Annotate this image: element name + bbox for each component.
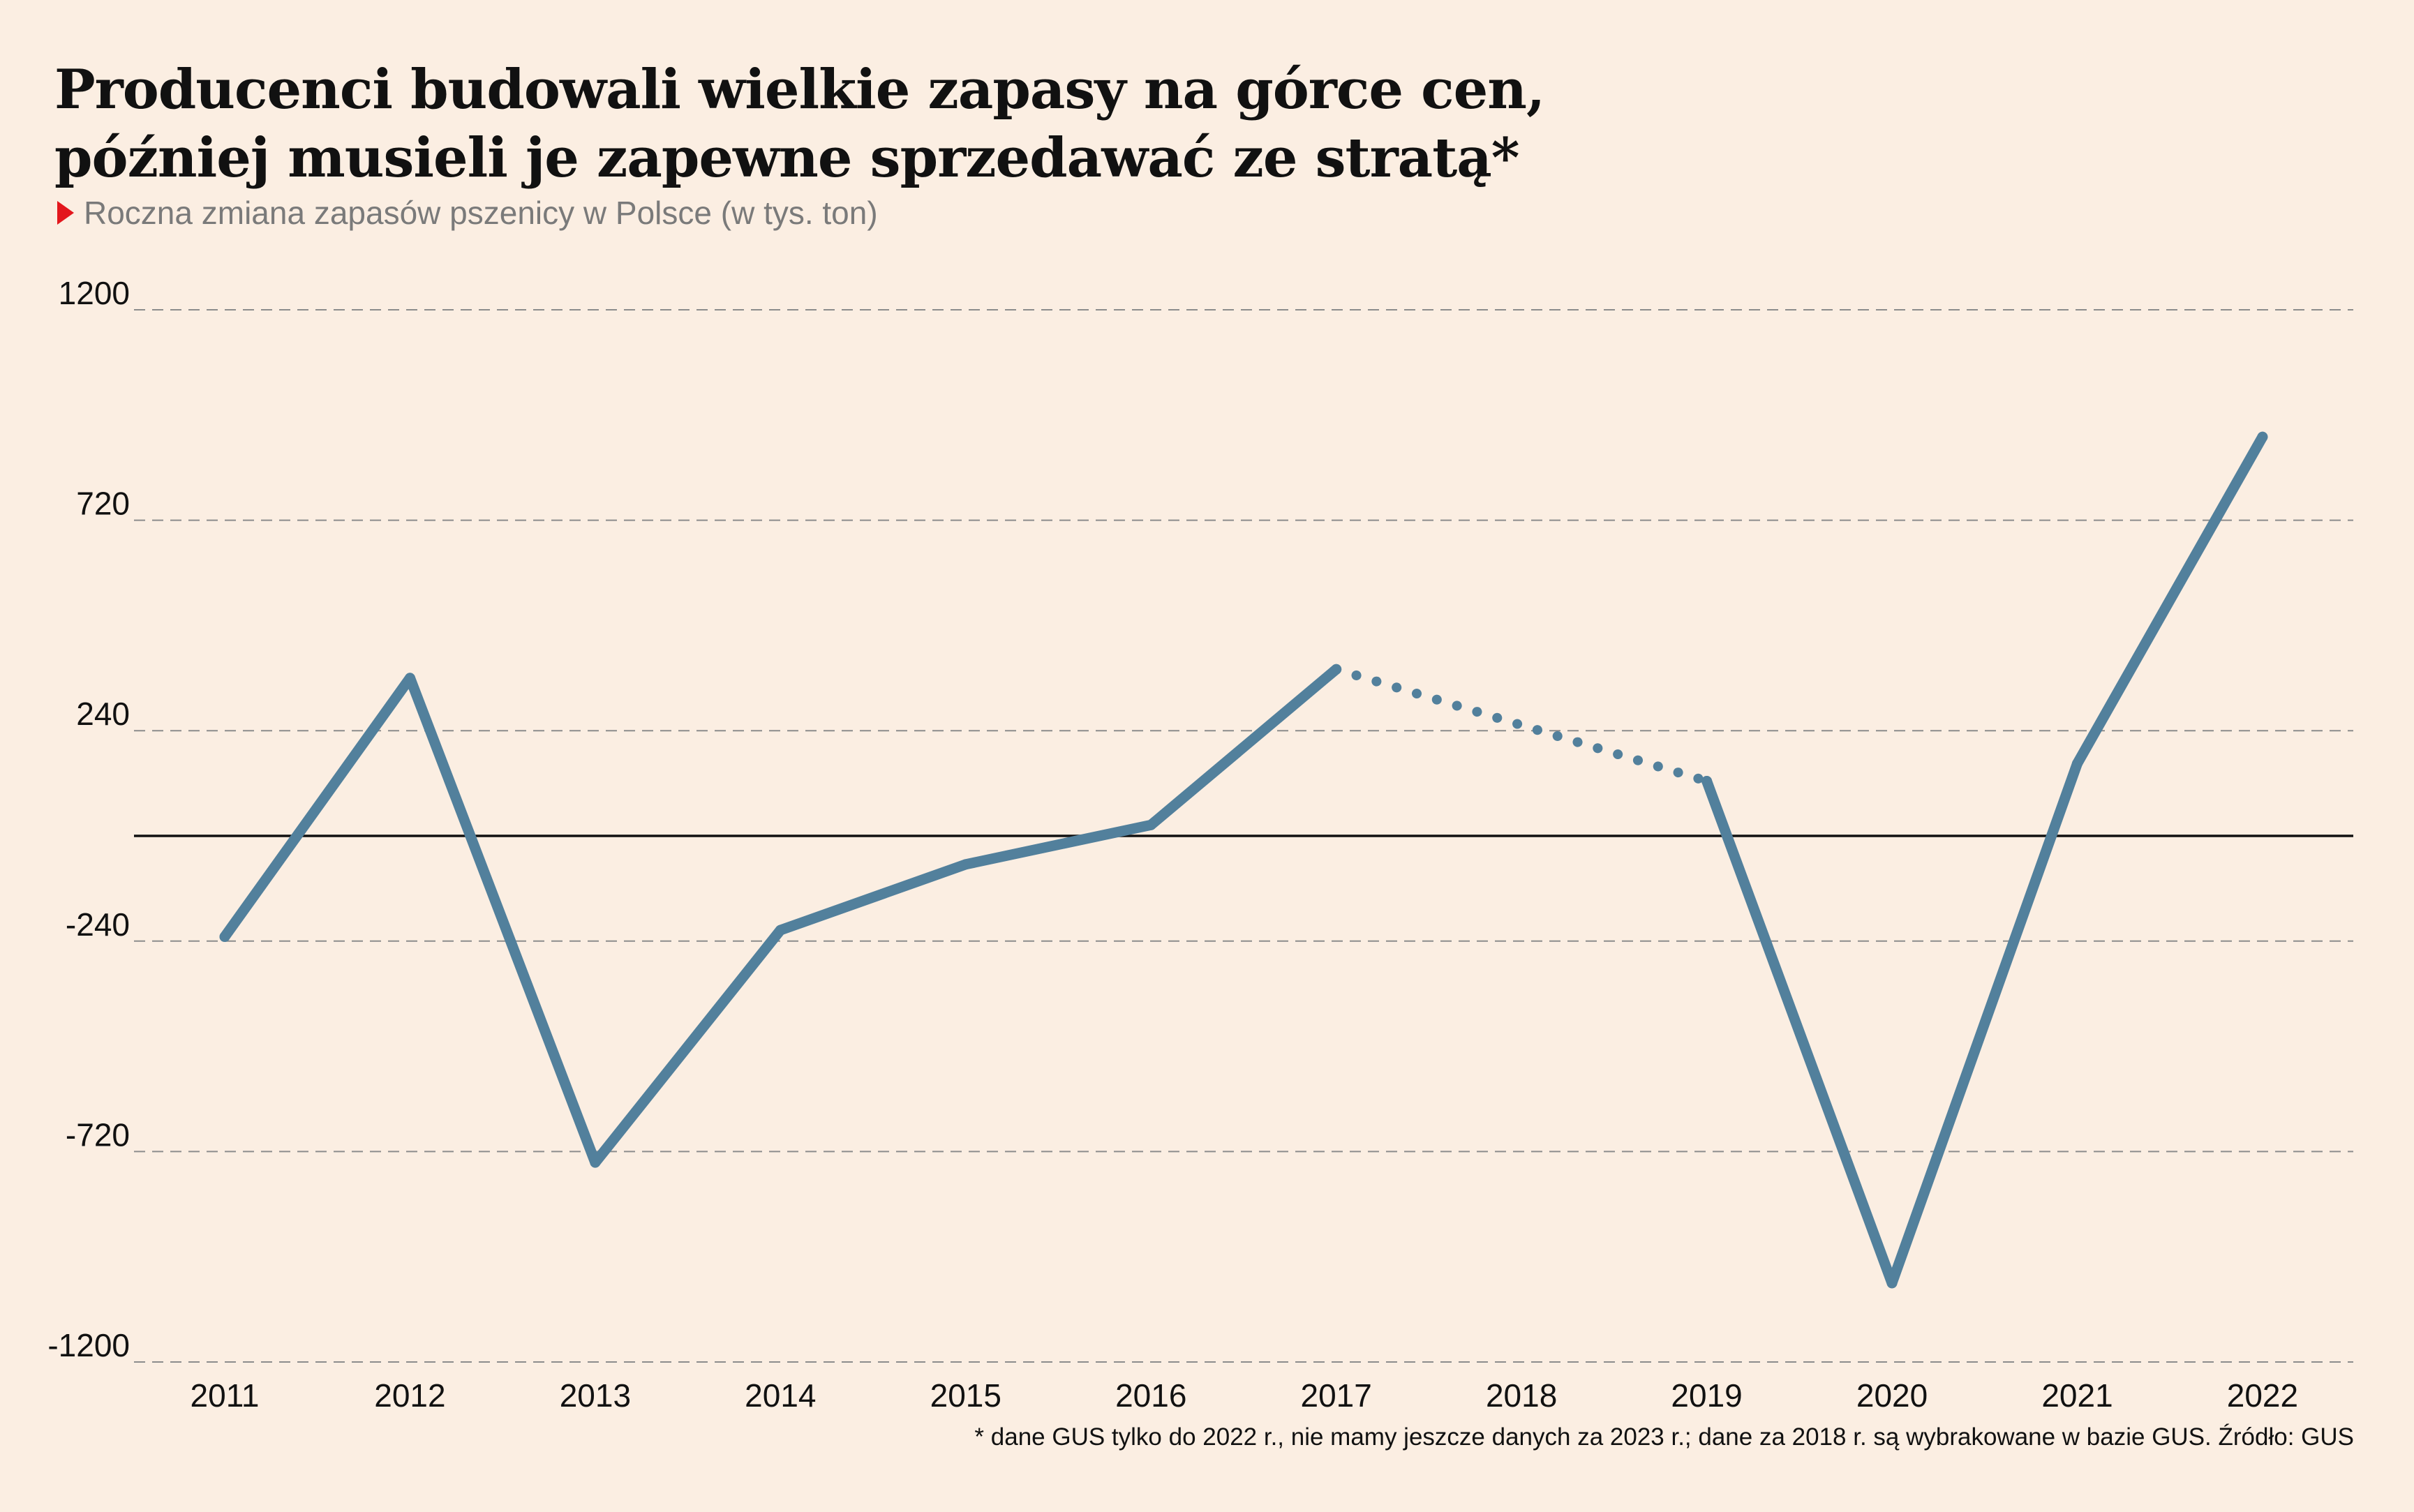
data-point-2012: [404, 673, 415, 684]
x-axis-tick-labels: 2011 2012 2013 2014 2015 2016 2017 2018 2019 2020…: [191, 1377, 2299, 1414]
series-line-solid: [1701, 431, 2268, 1289]
data-point-2011: [219, 931, 230, 943]
red-triangle-icon: [57, 201, 74, 225]
x-tick-label: 2016: [1115, 1377, 1186, 1414]
x-tick-label: 2013: [560, 1377, 631, 1414]
x-tick-label: 2021: [2041, 1377, 2113, 1414]
data-point-2013: [590, 1157, 601, 1168]
y-tick-label: 720: [76, 486, 130, 522]
grid-lines: [134, 309, 2353, 1363]
series-line-solid: [219, 664, 1342, 1168]
x-tick-label: 2014: [745, 1377, 816, 1414]
chart-title-line-1: Producenci budowali wielkie zapasy na gó…: [54, 58, 1545, 121]
y-tick-label: -240: [66, 906, 130, 943]
x-tick-label: 2017: [1301, 1377, 1372, 1414]
series-lines: [219, 431, 2268, 1289]
data-point-2019: [1701, 775, 1713, 786]
data-point-2016: [1145, 819, 1156, 830]
y-axis-tick-labels: 1200 720 240 -240 -720 -1200: [47, 275, 130, 1363]
data-point-2022: [2257, 431, 2268, 442]
y-tick-label: -720: [66, 1116, 130, 1153]
series-line-dotted: [1331, 664, 1712, 786]
y-tick-label: -1200: [47, 1327, 130, 1363]
footnote: * dane GUS tylko do 2022 r., nie mamy je…: [974, 1423, 2354, 1451]
x-tick-label: 2020: [1856, 1377, 1928, 1414]
x-tick-label: 2011: [191, 1377, 260, 1414]
chart-subtitle: Roczna zmiana zapasów pszenicy w Polsce …: [57, 194, 878, 232]
x-tick-label: 2015: [930, 1377, 1001, 1414]
y-tick-label: 240: [76, 696, 130, 732]
chart-title: Producenci budowali wielkie zapasy na gó…: [54, 56, 1869, 193]
chart-title-line-2: później musieli je zapewne sprzedawać ze…: [54, 126, 1520, 190]
y-tick-label: 1200: [59, 275, 130, 311]
x-tick-label: 2012: [374, 1377, 445, 1414]
data-point-2020: [1886, 1278, 1898, 1289]
chart-subtitle-text: Roczna zmiana zapasów pszenicy w Polsce …: [84, 195, 878, 231]
x-tick-label: 2018: [1486, 1377, 1557, 1414]
data-point-2017: [1331, 664, 1342, 675]
data-point-2021: [2072, 758, 2083, 769]
x-tick-label: 2022: [2227, 1377, 2298, 1414]
data-point-2015: [960, 859, 971, 870]
data-point-2014: [775, 925, 786, 936]
x-tick-label: 2019: [1671, 1377, 1742, 1414]
